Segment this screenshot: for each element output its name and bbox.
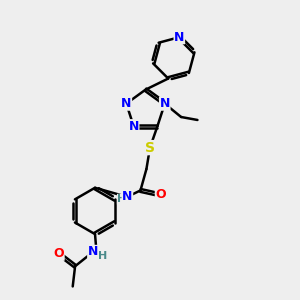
Text: N: N <box>160 97 170 110</box>
Text: N: N <box>88 245 98 258</box>
Text: O: O <box>53 247 64 260</box>
Text: H: H <box>117 194 127 204</box>
Text: N: N <box>174 31 184 44</box>
Text: N: N <box>121 97 131 110</box>
Text: S: S <box>145 141 155 154</box>
Text: O: O <box>155 188 166 201</box>
Text: N: N <box>128 120 139 133</box>
Text: N: N <box>122 190 133 203</box>
Text: H: H <box>98 250 108 260</box>
